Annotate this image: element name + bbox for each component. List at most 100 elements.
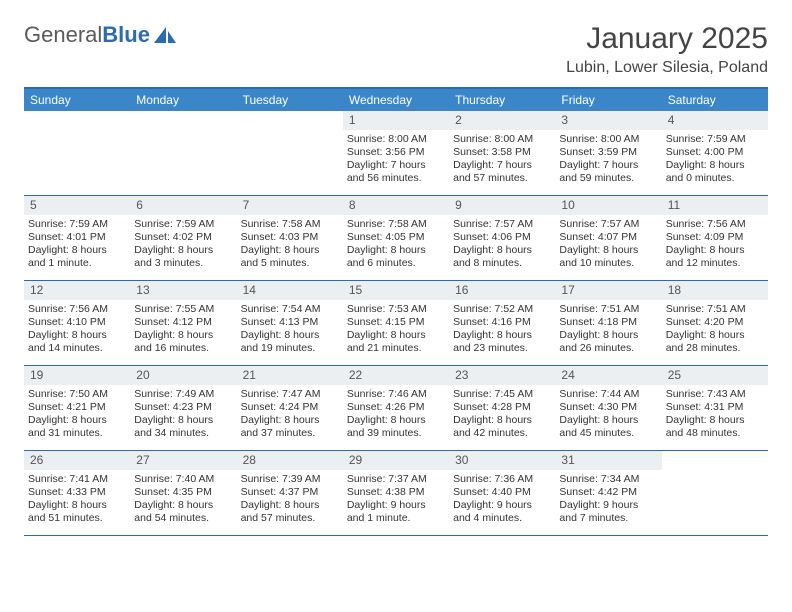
dow-wednesday: Wednesday — [343, 89, 449, 111]
brand-name-gray: General — [24, 22, 102, 47]
day-daylight: Daylight: 9 hours and 1 minute. — [347, 499, 445, 525]
day-sunrise: Sunrise: 7:43 AM — [666, 388, 764, 401]
day-cell — [662, 451, 768, 535]
day-number: 16 — [449, 281, 555, 300]
calendar-page: GeneralBlue January 2025 Lubin, Lower Si… — [0, 0, 792, 556]
day-number: 21 — [237, 366, 343, 385]
day-number: 27 — [130, 451, 236, 470]
day-sunset: Sunset: 4:40 PM — [453, 486, 551, 499]
day-number: 1 — [343, 111, 449, 130]
day-sunrise: Sunrise: 7:51 AM — [666, 303, 764, 316]
day-sunrise: Sunrise: 7:56 AM — [28, 303, 126, 316]
day-sunrise: Sunrise: 7:40 AM — [134, 473, 232, 486]
day-sunrise: Sunrise: 7:56 AM — [666, 218, 764, 231]
day-daylight: Daylight: 8 hours and 3 minutes. — [134, 244, 232, 270]
month-title: January 2025 — [566, 22, 768, 55]
day-sunrise: Sunrise: 7:59 AM — [28, 218, 126, 231]
day-sunset: Sunset: 4:15 PM — [347, 316, 445, 329]
day-number: 4 — [662, 111, 768, 130]
day-sunrise: Sunrise: 8:00 AM — [347, 133, 445, 146]
day-sunrise: Sunrise: 7:51 AM — [559, 303, 657, 316]
day-cell — [237, 111, 343, 195]
day-number: 14 — [237, 281, 343, 300]
day-sunrise: Sunrise: 7:46 AM — [347, 388, 445, 401]
day-daylight: Daylight: 8 hours and 28 minutes. — [666, 329, 764, 355]
day-number: 9 — [449, 196, 555, 215]
day-sunrise: Sunrise: 7:55 AM — [134, 303, 232, 316]
day-number: 30 — [449, 451, 555, 470]
day-cell: 30 Sunrise: 7:36 AMSunset: 4:40 PMDayligh… — [449, 451, 555, 535]
day-cell: 3Sunrise: 8:00 AMSunset: 3:59 PMDaylight… — [555, 111, 661, 195]
day-sunrise: Sunrise: 7:59 AM — [666, 133, 764, 146]
day-sunset: Sunset: 4:24 PM — [241, 401, 339, 414]
dow-sunday: Sunday — [24, 89, 130, 111]
day-cell: 11Sunrise: 7:56 AMSunset: 4:09 PMDayligh… — [662, 196, 768, 280]
day-sunrise: Sunrise: 7:57 AM — [453, 218, 551, 231]
day-number: 18 — [662, 281, 768, 300]
day-number: 3 — [555, 111, 661, 130]
day-cell: 22Sunrise: 7:46 AMSunset: 4:26 PMDayligh… — [343, 366, 449, 450]
day-sunrise: Sunrise: 7:47 AM — [241, 388, 339, 401]
brand-name-blue: Blue — [102, 22, 150, 47]
day-sunrise: Sunrise: 8:00 AM — [453, 133, 551, 146]
day-sunset: Sunset: 3:58 PM — [453, 146, 551, 159]
day-number: 2 — [449, 111, 555, 130]
location-text: Lubin, Lower Silesia, Poland — [566, 59, 768, 77]
day-cell: 25Sunrise: 7:43 AMSunset: 4:31 PMDayligh… — [662, 366, 768, 450]
day-daylight: Daylight: 8 hours and 19 minutes. — [241, 329, 339, 355]
day-number: 28 — [237, 451, 343, 470]
day-sunset: Sunset: 4:13 PM — [241, 316, 339, 329]
day-daylight: Daylight: 9 hours and 4 minutes. — [453, 499, 551, 525]
day-daylight: Daylight: 8 hours and 21 minutes. — [347, 329, 445, 355]
day-number: 15 — [343, 281, 449, 300]
day-daylight: Daylight: 9 hours and 7 minutes. — [559, 499, 657, 525]
day-number: 31 — [555, 451, 661, 470]
day-sunset: Sunset: 4:10 PM — [28, 316, 126, 329]
day-sunset: Sunset: 4:21 PM — [28, 401, 126, 414]
day-daylight: Daylight: 8 hours and 54 minutes. — [134, 499, 232, 525]
day-sunset: Sunset: 4:01 PM — [28, 231, 126, 244]
day-cell: 6Sunrise: 7:59 AMSunset: 4:02 PMDaylight… — [130, 196, 236, 280]
day-sunset: Sunset: 4:00 PM — [666, 146, 764, 159]
day-daylight: Daylight: 8 hours and 5 minutes. — [241, 244, 339, 270]
day-cell — [130, 111, 236, 195]
day-sunrise: Sunrise: 7:50 AM — [28, 388, 126, 401]
day-sunset: Sunset: 4:02 PM — [134, 231, 232, 244]
day-cell: 19Sunrise: 7:50 AMSunset: 4:21 PMDayligh… — [24, 366, 130, 450]
day-cell: 16Sunrise: 7:52 AMSunset: 4:16 PMDayligh… — [449, 281, 555, 365]
day-daylight: Daylight: 8 hours and 48 minutes. — [666, 414, 764, 440]
day-cell: 31 Sunrise: 7:34 AMSunset: 4:42 PMDayligh… — [555, 451, 661, 535]
week-row: 12Sunrise: 7:56 AMSunset: 4:10 PMDayligh… — [24, 281, 768, 366]
day-sunset: Sunset: 4:42 PM — [559, 486, 657, 499]
brand-name: GeneralBlue — [24, 22, 150, 48]
day-daylight: Daylight: 8 hours and 26 minutes. — [559, 329, 657, 355]
dow-saturday: Saturday — [662, 89, 768, 111]
day-daylight: Daylight: 8 hours and 51 minutes. — [28, 499, 126, 525]
day-sunset: Sunset: 4:38 PM — [347, 486, 445, 499]
dow-friday: Friday — [555, 89, 661, 111]
day-sunrise: Sunrise: 7:54 AM — [241, 303, 339, 316]
day-cell: 29Sunrise: 7:37 AMSunset: 4:38 PMDayligh… — [343, 451, 449, 535]
day-number: 8 — [343, 196, 449, 215]
day-sunset: Sunset: 4:09 PM — [666, 231, 764, 244]
day-number: 6 — [130, 196, 236, 215]
day-sunset: Sunset: 3:59 PM — [559, 146, 657, 159]
day-number: 22 — [343, 366, 449, 385]
day-cell: 12Sunrise: 7:56 AMSunset: 4:10 PMDayligh… — [24, 281, 130, 365]
day-sunset: Sunset: 4:31 PM — [666, 401, 764, 414]
day-number: 29 — [343, 451, 449, 470]
brand-sail-icon — [152, 25, 178, 45]
day-sunset: Sunset: 4:05 PM — [347, 231, 445, 244]
dow-monday: Monday — [130, 89, 236, 111]
day-sunset: Sunset: 4:28 PM — [453, 401, 551, 414]
day-cell: 24Sunrise: 7:44 AMSunset: 4:30 PMDayligh… — [555, 366, 661, 450]
day-daylight: Daylight: 8 hours and 16 minutes. — [134, 329, 232, 355]
day-sunset: Sunset: 4:20 PM — [666, 316, 764, 329]
day-sunrise: Sunrise: 7:36 AM — [453, 473, 551, 486]
day-cell: 9Sunrise: 7:57 AMSunset: 4:06 PMDaylight… — [449, 196, 555, 280]
day-sunrise: Sunrise: 7:53 AM — [347, 303, 445, 316]
day-sunrise: Sunrise: 7:45 AM — [453, 388, 551, 401]
day-sunrise: Sunrise: 7:34 AM — [559, 473, 657, 486]
day-daylight: Daylight: 8 hours and 10 minutes. — [559, 244, 657, 270]
day-daylight: Daylight: 8 hours and 8 minutes. — [453, 244, 551, 270]
